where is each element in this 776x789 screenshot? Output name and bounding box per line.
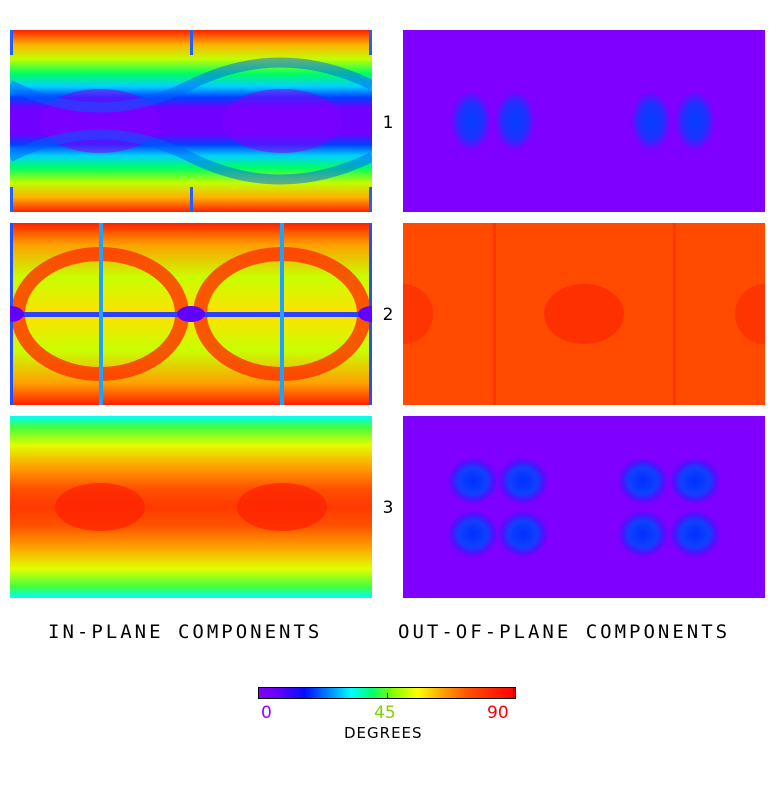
- out-of-plane-map-2: [403, 223, 765, 405]
- colorbar-title: DEGREES: [344, 724, 423, 742]
- colorbar-max-label: 90: [487, 703, 509, 723]
- row-number-2: 2: [382, 305, 394, 325]
- colorbar-tick-mid: [387, 693, 388, 699]
- in-plane-caption: IN-PLANE COMPONENTS: [48, 621, 323, 643]
- colorbar-mid-label: 45: [374, 703, 396, 723]
- out-of-plane-map-1: [403, 30, 765, 212]
- in-plane-map-2: [10, 223, 372, 405]
- row-number-1: 1: [382, 113, 394, 133]
- out-of-plane-map-3: [403, 416, 765, 598]
- in-plane-map-1: [10, 30, 372, 212]
- row-number-3: 3: [382, 498, 394, 518]
- colorbar-min-label: 0: [261, 703, 272, 723]
- in-plane-map-3: [10, 416, 372, 598]
- colorbar-tick-max: [513, 687, 514, 699]
- out-of-plane-caption: OUT-OF-PLANE COMPONENTS: [398, 621, 731, 643]
